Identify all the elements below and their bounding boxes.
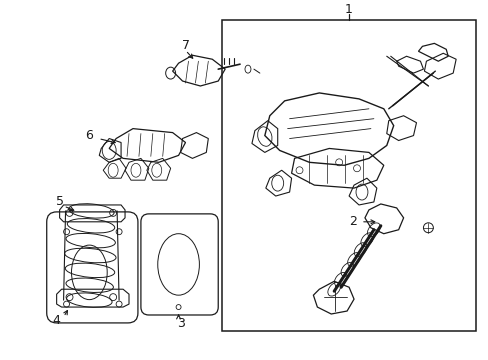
Bar (222, 19, 475, 331)
Text: 1: 1 (345, 3, 352, 16)
Text: 5: 5 (56, 195, 63, 208)
Text: 6: 6 (85, 129, 93, 142)
Text: 3: 3 (176, 318, 184, 330)
Text: 2: 2 (348, 215, 356, 228)
Text: 7: 7 (181, 39, 189, 52)
Text: 4: 4 (53, 314, 61, 328)
